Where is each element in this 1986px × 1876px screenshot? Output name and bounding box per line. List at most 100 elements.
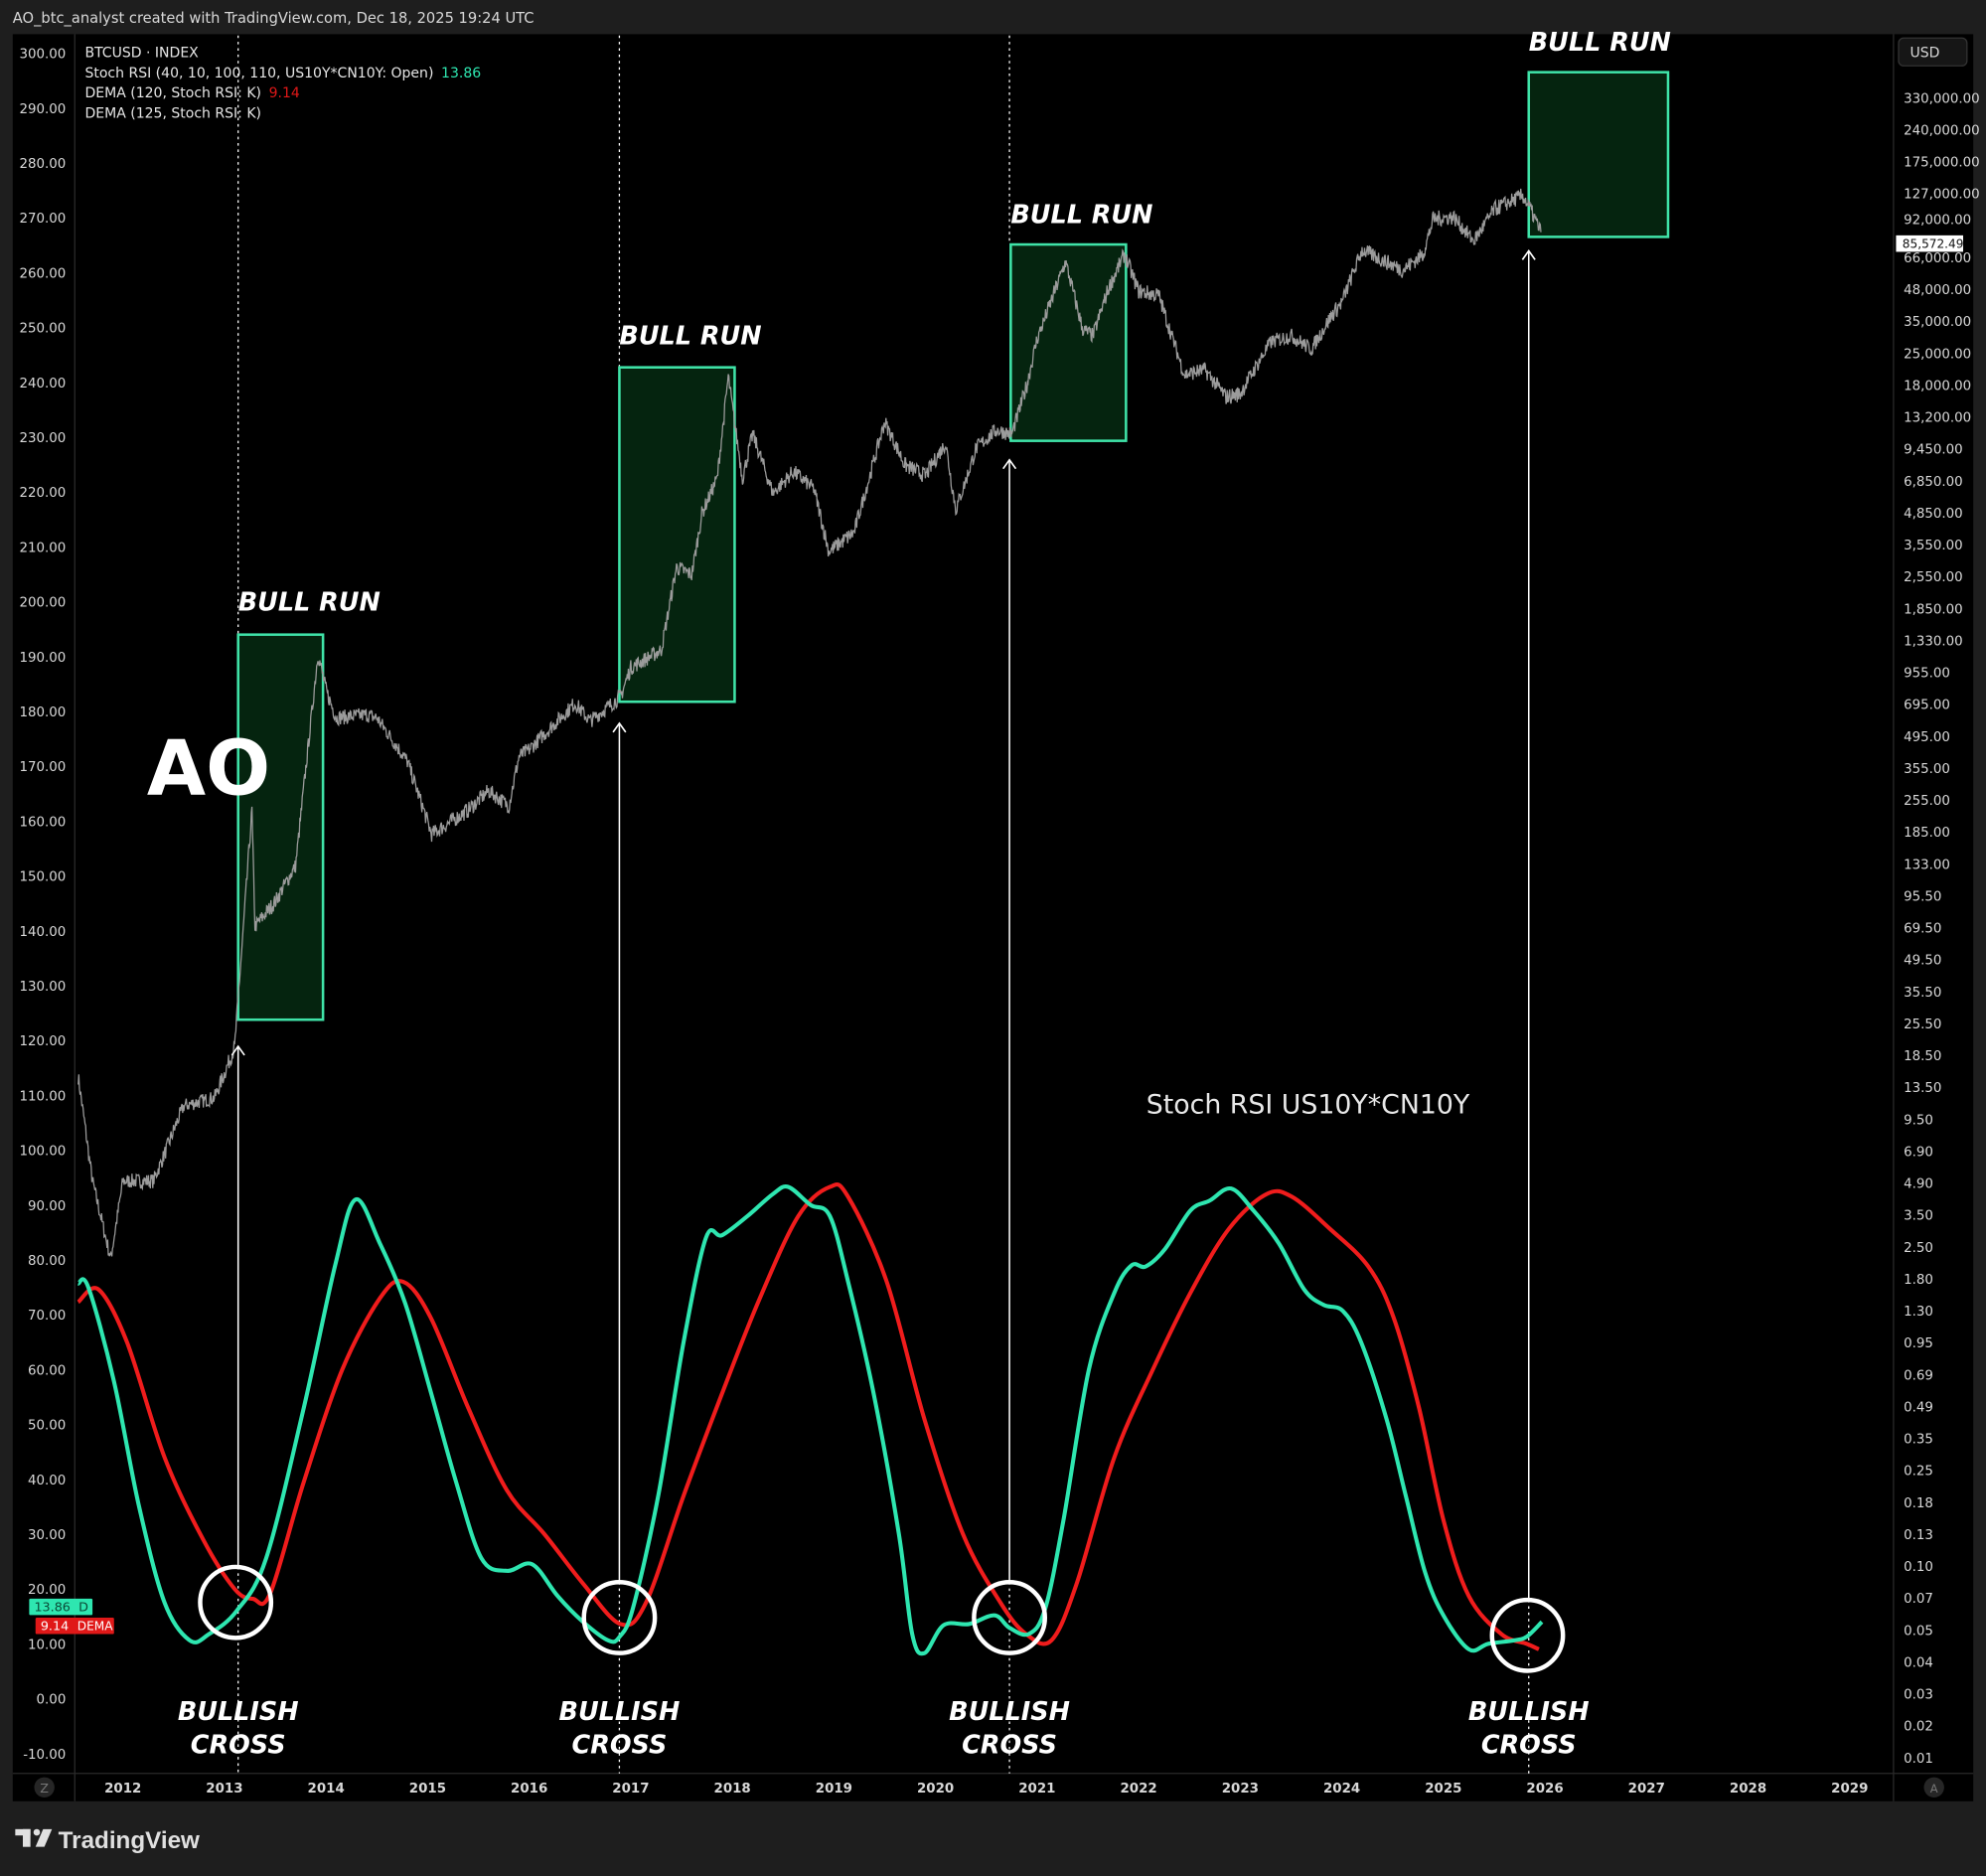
last-price-tag: 85,572.49 bbox=[1903, 237, 1964, 251]
left-axis-tick-label: 240.00 bbox=[20, 377, 67, 391]
time-axis-tick-label: 2020 bbox=[917, 1782, 954, 1797]
cross-circle[interactable] bbox=[198, 1564, 274, 1641]
bullish-cross-label-line1[interactable]: BULLISH bbox=[178, 1697, 299, 1727]
left-axis-tick-label: 200.00 bbox=[20, 596, 67, 611]
price-axis-tick-label: 25,000.00 bbox=[1904, 347, 1971, 362]
indicator-title-label[interactable]: Stoch RSI US10Y*CN10Y bbox=[1146, 1090, 1470, 1121]
price-axis-tick-label: 35,000.00 bbox=[1904, 315, 1971, 330]
auto-scale-button[interactable]: A bbox=[1930, 1782, 1938, 1796]
time-axis-tick-label: 2023 bbox=[1222, 1782, 1259, 1797]
dema-line[interactable] bbox=[76, 1182, 1540, 1651]
price-axis-tick-label: 355.00 bbox=[1904, 762, 1950, 777]
price-axis-tick-label: 4.90 bbox=[1904, 1177, 1933, 1192]
cross-circle[interactable] bbox=[972, 1580, 1047, 1655]
bullish-cross-label-line1[interactable]: BULLISH bbox=[1468, 1697, 1590, 1727]
time-axis-tick-label: 2022 bbox=[1120, 1782, 1156, 1797]
left-axis-tick-label: 160.00 bbox=[20, 815, 67, 830]
price-axis-tick-label: 0.05 bbox=[1904, 1624, 1933, 1639]
price-axis-tick-label: 0.35 bbox=[1904, 1433, 1933, 1448]
auto-scale-button-bg[interactable] bbox=[1923, 1777, 1944, 1798]
arrow-up-icon bbox=[230, 1044, 245, 1056]
left-axis-tick-label: 280.00 bbox=[20, 157, 67, 172]
left-axis-tick-label: 180.00 bbox=[20, 705, 67, 720]
bull-run-label[interactable]: BULL RUN bbox=[1529, 28, 1671, 58]
bull-run-label[interactable]: BULL RUN bbox=[619, 322, 761, 352]
price-axis-tick-label: 69.50 bbox=[1904, 922, 1941, 937]
price-axis-tick-label: 4,850.00 bbox=[1904, 507, 1963, 522]
time-axis-tick-label: 2025 bbox=[1425, 1782, 1461, 1797]
btc-price-line[interactable] bbox=[77, 188, 1542, 1257]
ao-watermark[interactable]: AO bbox=[147, 724, 270, 813]
left-axis-tick-label: 20.00 bbox=[28, 1583, 66, 1598]
time-axis-tick-label: 2024 bbox=[1323, 1782, 1360, 1797]
bullish-cross-label-line1[interactable]: BULLISH bbox=[949, 1697, 1070, 1727]
bull-run-label[interactable]: BULL RUN bbox=[238, 587, 381, 617]
zoom-reset-button[interactable]: Z bbox=[40, 1782, 49, 1797]
time-axis[interactable]: 2012 2013 2014 2015 2016 2017 2018 2019 2020 2021… bbox=[104, 1782, 1868, 1797]
legend-dema-125[interactable]: DEMA (125, Stoch RSI: K) bbox=[84, 106, 261, 122]
legend-dema-120[interactable]: DEMA (120, Stoch RSI: K) 9.14 bbox=[84, 85, 299, 101]
left-axis-tick-label: -10.00 bbox=[23, 1748, 66, 1763]
bullish-cross-label-line1[interactable]: BULLISH bbox=[559, 1697, 681, 1727]
bull-run-label[interactable]: BULL RUN bbox=[1010, 200, 1152, 230]
dema-value-badge-value: 9.14 bbox=[41, 1620, 69, 1635]
currency-button-bg[interactable] bbox=[1898, 37, 1968, 67]
legend-stoch-rsi[interactable]: Stoch RSI (40, 10, 100, 110, US10Y*CN10Y… bbox=[84, 66, 481, 81]
stoch-value-badge-tag: D bbox=[78, 1601, 88, 1616]
price-axis-tick-label: 66,000.00 bbox=[1904, 251, 1971, 266]
price-axis-tick-label: 1.80 bbox=[1904, 1273, 1933, 1288]
time-axis-tick-label: 2021 bbox=[1018, 1782, 1055, 1797]
price-axis-tick-label: 0.49 bbox=[1904, 1400, 1933, 1415]
legend-stoch-rsi-value: 13.86 bbox=[441, 66, 481, 81]
price-axis-tick-label: 240,000.00 bbox=[1904, 123, 1980, 138]
price-axis-tick-label: 1.30 bbox=[1904, 1305, 1933, 1320]
left-axis-tick-label: 120.00 bbox=[20, 1034, 67, 1049]
chart-legend[interactable]: BTCUSD · INDEX Stoch RSI (40, 10, 100, 1… bbox=[84, 45, 481, 121]
left-axis[interactable]: 300.00 290.00 280.00 270.00 260.00 250.00 240.… bbox=[20, 48, 67, 1763]
bullish-cross-label-line2[interactable]: CROSS bbox=[1481, 1730, 1577, 1760]
time-axis-tick-label: 2026 bbox=[1526, 1782, 1563, 1797]
price-axis-tick-label: 13,200.00 bbox=[1904, 411, 1971, 426]
bull-run-box[interactable] bbox=[1527, 71, 1670, 238]
price-axis-tick-label: 25.50 bbox=[1904, 1017, 1941, 1032]
left-axis-tick-label: 210.00 bbox=[20, 541, 67, 555]
price-axis-tick-label: 695.00 bbox=[1904, 699, 1950, 713]
cross-circle[interactable] bbox=[581, 1580, 658, 1655]
zoom-reset-button-bg[interactable] bbox=[34, 1777, 55, 1798]
bull-run-box[interactable] bbox=[618, 366, 736, 704]
tradingview-brand: TradingView bbox=[59, 1827, 200, 1854]
tradingview-logo-icon bbox=[15, 1828, 53, 1847]
left-axis-tick-label: 290.00 bbox=[20, 102, 67, 117]
price-axis-tick-label: 0.02 bbox=[1904, 1720, 1933, 1735]
chart-panel bbox=[12, 34, 1974, 1801]
legend-symbol[interactable]: BTCUSD · INDEX bbox=[84, 45, 199, 61]
left-axis-tick-label: 190.00 bbox=[20, 651, 67, 666]
bullish-cross-label-line2[interactable]: CROSS bbox=[572, 1730, 668, 1760]
left-axis-tick-label: 110.00 bbox=[20, 1089, 67, 1104]
bullish-cross-label-line2[interactable]: CROSS bbox=[191, 1730, 286, 1760]
left-axis-tick-label: 170.00 bbox=[20, 760, 67, 775]
time-axis-tick-label: 2028 bbox=[1730, 1782, 1766, 1797]
left-axis-tick-label: 10.00 bbox=[28, 1638, 66, 1652]
bullish-cross-label-line2[interactable]: CROSS bbox=[962, 1730, 1057, 1760]
price-axis-tick-label: 255.00 bbox=[1904, 794, 1950, 809]
price-axis-tick-label: 330,000.00 bbox=[1904, 91, 1980, 106]
stoch-value-badge: 13.86 D bbox=[29, 1598, 93, 1616]
tradingview-logo[interactable]: TradingView bbox=[15, 1827, 200, 1854]
cross-circle[interactable] bbox=[1489, 1597, 1566, 1673]
price-axis-tick-label: 0.18 bbox=[1904, 1496, 1933, 1511]
price-axis-tick-label: 127,000.00 bbox=[1904, 188, 1980, 203]
currency-button[interactable]: USD bbox=[1910, 45, 1939, 61]
attribution-header: AO_btc_analyst created with TradingView.… bbox=[13, 10, 535, 27]
right-axis[interactable]: 330,000.00 240,000.00 175,000.00 127,000.00… bbox=[1896, 91, 1980, 1767]
left-axis-tick-label: 100.00 bbox=[20, 1145, 67, 1160]
price-axis-tick-label: 9.50 bbox=[1904, 1113, 1933, 1128]
dema-value-badge-bg bbox=[35, 1617, 114, 1635]
stoch-value-badge-bg bbox=[29, 1598, 93, 1616]
price-axis-tick-label: 3,550.00 bbox=[1904, 539, 1963, 553]
stoch-rsi-k-line[interactable] bbox=[76, 1184, 1544, 1656]
dema-value-badge: 9.14 DEMA bbox=[35, 1617, 114, 1635]
left-axis-tick-label: 30.00 bbox=[28, 1528, 66, 1543]
left-axis-tick-label: 260.00 bbox=[20, 266, 67, 281]
